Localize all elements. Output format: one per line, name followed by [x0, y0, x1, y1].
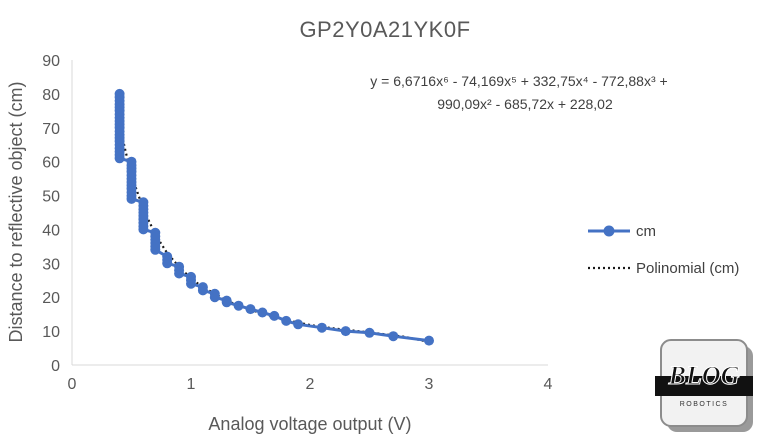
logo-subtext: ROBOTICS [680, 401, 729, 408]
y-tick-label: 30 [42, 256, 60, 273]
y-tick-label: 10 [42, 324, 60, 341]
data-point [138, 224, 149, 235]
data-point [186, 278, 196, 289]
data-point [197, 285, 208, 296]
data-point [281, 315, 292, 326]
legend: cm Polinomial (cm) [588, 223, 739, 277]
y-tick-label: 70 [42, 121, 60, 138]
x-tick-label: 3 [425, 376, 434, 393]
data-point [114, 153, 125, 164]
x-axis-label: Analog voltage output (V) [208, 414, 411, 434]
data-point [364, 327, 375, 338]
legend-label-cm: cm [636, 223, 656, 240]
y-tick-label: 90 [42, 53, 60, 70]
x-tick-label: 4 [544, 376, 553, 393]
y-tick-label: 80 [42, 87, 60, 104]
data-points-cm [114, 88, 434, 346]
y-tick-label: 40 [42, 222, 60, 239]
x-tick-label: 1 [187, 376, 196, 393]
data-point [174, 268, 185, 279]
data-point [245, 304, 256, 315]
data-point [221, 297, 232, 308]
plot-area: 0 10 20 30 40 50 60 70 80 90 0 1 2 3 4 [42, 53, 552, 393]
trendline-equation-line-1: y = 6,6716x⁶ - 74,169x⁵ + 332,75x⁴ - 772… [370, 73, 667, 89]
series-line-cm [118, 93, 430, 343]
y-axis-label: Distance to reflective object (cm) [6, 81, 26, 342]
legend-marker-dot-cm [603, 225, 615, 237]
data-point [233, 300, 244, 311]
y-tick-label: 20 [42, 290, 60, 307]
data-point [150, 244, 161, 255]
logo-text: BLOG [668, 361, 740, 390]
data-point [293, 319, 304, 330]
y-tick-labels: 0 10 20 30 40 50 60 70 80 90 [42, 53, 60, 375]
data-point [162, 258, 173, 269]
data-point [269, 310, 280, 321]
legend-label-polinomial: Polinomial (cm) [636, 260, 739, 277]
x-tick-labels: 0 1 2 3 4 [68, 376, 553, 393]
data-point [209, 292, 220, 303]
trendline-equation-line-2: 990,09x² - 685,72x + 228,02 [437, 96, 613, 112]
data-point [424, 335, 434, 346]
blog-robotics-logo: BLOG ROBOTICS [655, 339, 753, 432]
data-point [340, 326, 351, 337]
x-tick-label: 0 [68, 376, 77, 393]
y-tick-label: 50 [42, 189, 60, 206]
chart-title: GP2Y0A21YK0F [299, 17, 470, 42]
data-point [316, 322, 327, 333]
data-point [126, 193, 137, 204]
data-point [257, 307, 268, 318]
y-tick-label: 60 [42, 155, 60, 172]
data-point [388, 331, 399, 342]
x-tick-label: 2 [306, 376, 315, 393]
y-tick-label: 0 [51, 358, 60, 375]
polynomial-trendline [118, 124, 430, 344]
